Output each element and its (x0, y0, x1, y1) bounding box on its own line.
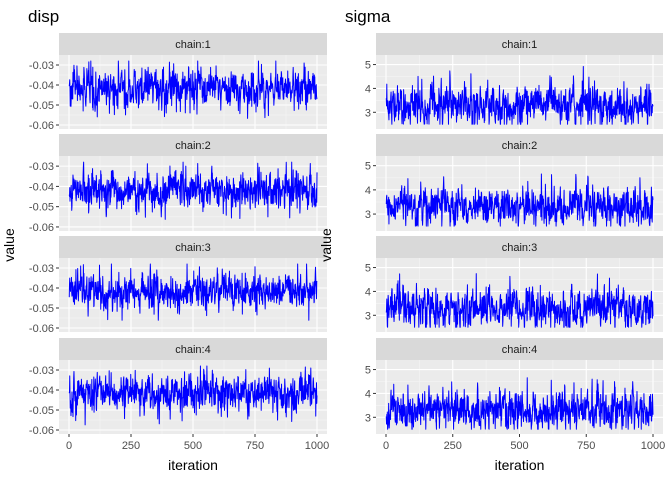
x-tick-label: 250 (444, 440, 462, 452)
x-axis-title: iteration (168, 457, 218, 473)
y-tick-label: -0.03 (29, 365, 54, 377)
trace-line (385, 173, 654, 227)
y-tick-label: -0.06 (29, 425, 54, 437)
facet-strip (376, 236, 663, 258)
x-tick-label: 750 (577, 440, 595, 452)
panel-title: disp (28, 7, 59, 26)
y-tick-label: -0.03 (29, 263, 54, 275)
y-tick-label: 3 (365, 310, 371, 322)
y-tick-label: 3 (365, 412, 371, 424)
y-tick-label: 5 (365, 161, 371, 173)
y-tick-label: 4 (365, 388, 371, 400)
y-tick-label: 5 (365, 365, 371, 377)
panel-disp: disp chain:1 -0.03 -0.04 -0.05 -0.06 chain:2 -0… (1, 7, 329, 473)
panel-title: sigma (345, 7, 391, 26)
y-tick-label: 5 (365, 60, 371, 72)
facet-2: chain:2 5 4 3 (365, 134, 663, 231)
facet-strip (376, 134, 663, 156)
trace-line (385, 65, 654, 125)
y-tick-label: -0.04 (29, 283, 54, 295)
facet-strip (59, 236, 327, 258)
y-tick-label: -0.05 (29, 405, 54, 417)
y-tick-label: 4 (365, 185, 371, 197)
trace-line (68, 60, 318, 119)
y-tick-label: -0.04 (29, 181, 54, 193)
trace-line (68, 263, 318, 321)
y-axis-title: value (1, 228, 17, 262)
x-tick-label: 750 (246, 440, 264, 452)
y-tick-label: -0.06 (29, 323, 54, 335)
y-axis-title: value (318, 228, 334, 262)
facet-strip-label: chain:3 (502, 242, 537, 254)
x-tick-label: 250 (122, 440, 140, 452)
facet-strip (59, 134, 327, 156)
facet-strip-label: chain:4 (175, 344, 210, 356)
y-tick-label: -0.04 (29, 385, 54, 397)
y-tick-label: 4 (365, 286, 371, 298)
x-axis-title: iteration (495, 457, 545, 473)
trace-line (68, 365, 318, 426)
facet-4: chain:4 -0.03 -0.04 -0.05 -0.06 (29, 338, 327, 437)
y-tick-label: 4 (365, 83, 371, 95)
y-tick-label: -0.03 (29, 60, 54, 72)
y-tick-label: -0.06 (29, 222, 54, 234)
y-tick-label: 3 (365, 209, 371, 221)
y-tick-label: -0.03 (29, 161, 54, 173)
facet-strip-label: chain:4 (502, 344, 537, 356)
y-tick-label: -0.04 (29, 80, 54, 92)
facet-strip-label: chain:2 (175, 140, 210, 152)
x-tick-label: 1000 (641, 440, 665, 452)
facet-strip-label: chain:1 (175, 39, 210, 51)
panel-sigma: sigmachain:1543chain:2543chain:3543chain… (318, 7, 665, 473)
x-tick-label: 0 (66, 440, 72, 452)
facet-2: chain:2 -0.03 -0.04 -0.05 -0.06 (29, 134, 327, 234)
facet-strip (59, 338, 327, 360)
facet-3: chain:3 -0.03 -0.04 -0.05 -0.06 (29, 236, 327, 335)
facet-4: chain:4 5 4 3 (365, 338, 663, 434)
facet-1: chain:1 5 4 3 (365, 33, 663, 129)
facet-1: chain:1 -0.03 -0.04 -0.05 -0.06 (29, 33, 327, 132)
y-tick-label: 5 (365, 263, 371, 275)
x-tick-label: 500 (184, 440, 202, 452)
facet-strip-label: chain:1 (502, 39, 537, 51)
facet-strip (59, 33, 327, 55)
trace-line (385, 273, 654, 328)
x-tick-label: 1000 (305, 440, 329, 452)
facet-strip (376, 338, 663, 360)
facet-strip (376, 33, 663, 55)
trace-line (68, 161, 318, 220)
x-tick-label: 500 (510, 440, 528, 452)
y-tick-label: -0.05 (29, 100, 54, 112)
y-tick-label: -0.06 (29, 120, 54, 132)
y-tick-label: -0.05 (29, 303, 54, 315)
facet-strip-label: chain:3 (175, 242, 210, 254)
facet-3: chain:3 5 4 3 (365, 236, 663, 332)
trace-line (385, 377, 654, 430)
facet-strip-label: chain:2 (502, 140, 537, 152)
y-tick-label: 3 (365, 107, 371, 119)
y-tick-label: -0.05 (29, 202, 54, 214)
x-tick-label: 0 (383, 440, 389, 452)
